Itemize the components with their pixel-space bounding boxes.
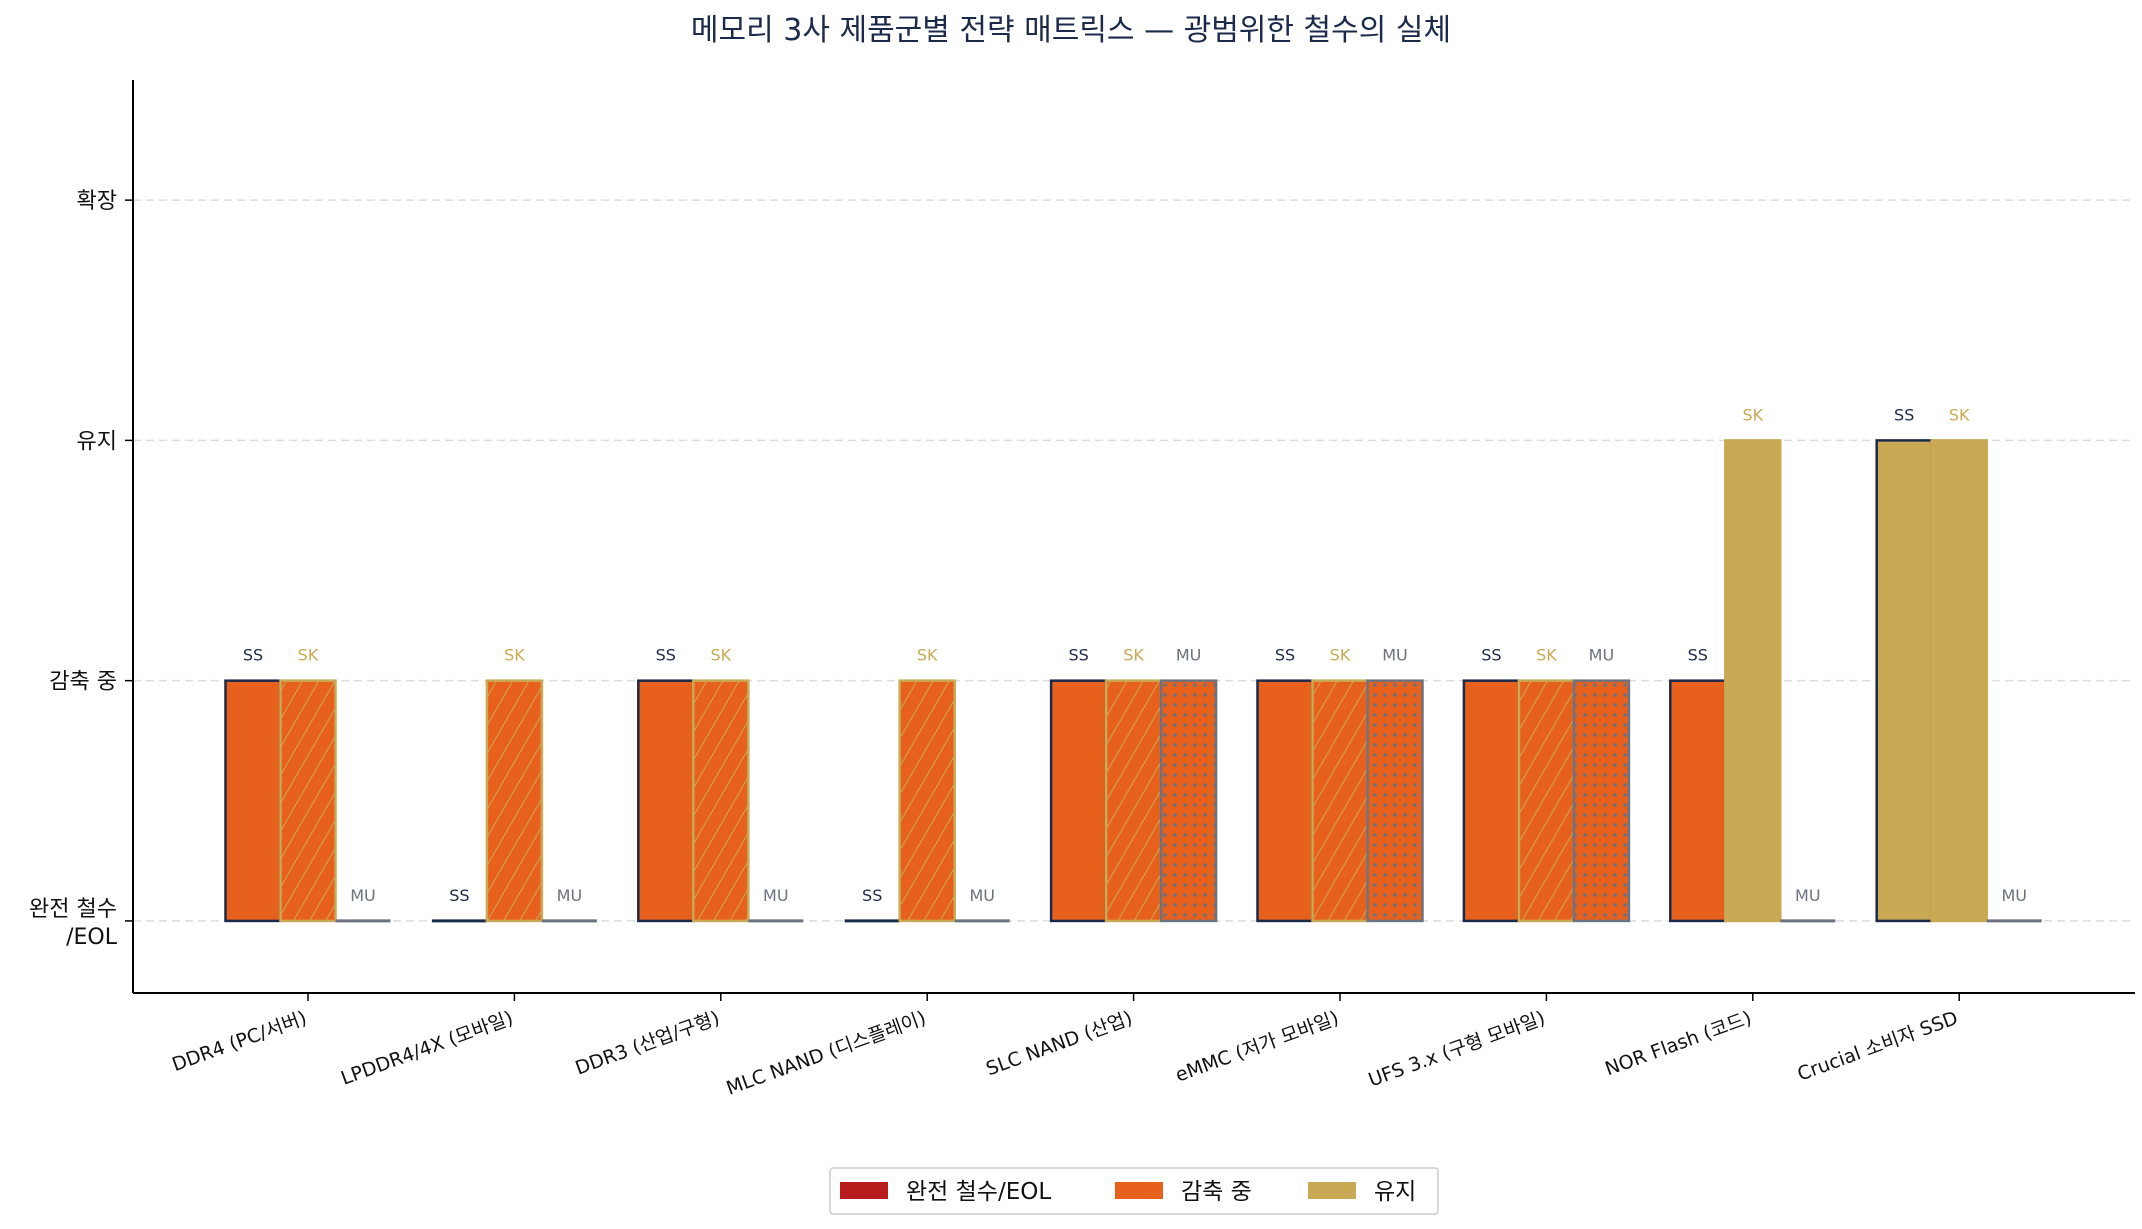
bar-label: MU	[969, 886, 995, 905]
bar-label: MU	[1589, 646, 1615, 665]
y-tick-label: 완전 철수/EOL	[29, 897, 118, 950]
bar-label: SS	[1068, 646, 1088, 665]
x-tick-label: MLC NAND (디스플레이)	[723, 1007, 928, 1100]
legend-label: 유지	[1374, 1179, 1416, 1205]
bar-hatch	[899, 680, 955, 921]
x-tick-label: UFS 3.x (구형 모바일)	[1366, 1007, 1549, 1091]
bar-ss	[1049, 679, 1108, 923]
bar-label: SK	[1742, 405, 1763, 424]
legend-label: 감축 중	[1181, 1179, 1252, 1205]
bar-label: SS	[1688, 646, 1708, 665]
x-tick-label: LPDDR4/4X (모바일)	[338, 1007, 516, 1090]
bar-label: SK	[1536, 646, 1557, 665]
bar-ss	[1669, 679, 1727, 923]
y-tick-label: 유지	[77, 429, 117, 454]
bar-hatch	[1725, 440, 1781, 921]
y-tick-label: 확장	[77, 189, 117, 214]
bar-label: SK	[1949, 405, 1970, 424]
bar-label: SK	[298, 646, 319, 665]
x-tick-label: Crucial 소비자 SSD	[1795, 1007, 1961, 1085]
x-tick-label: DDR3 (산업/구형)	[572, 1007, 722, 1080]
bar-ss	[1875, 439, 1933, 923]
bar-label: SK	[504, 646, 525, 665]
chart-title: 메모리 3사 제품군별 전략 매트릭스 — 광범위한 철수의 실체	[691, 13, 1451, 48]
legend-swatch	[1308, 1182, 1356, 1199]
legend-swatch	[1115, 1182, 1163, 1199]
bar-label: MU	[557, 886, 583, 905]
bar-label: SK	[1330, 646, 1351, 665]
bar-label: SS	[1275, 646, 1295, 665]
bar-label: SK	[917, 646, 938, 665]
bar-label: SS	[243, 646, 263, 665]
bar-ss	[637, 679, 695, 923]
bar-hatch	[280, 680, 336, 921]
bar-hatch	[1106, 680, 1162, 921]
bar-label: SS	[1481, 646, 1501, 665]
bar-hatch	[486, 680, 542, 921]
bar-label: MU	[763, 886, 789, 905]
bar-label: SS	[1894, 405, 1914, 424]
bar-label: SS	[656, 646, 676, 665]
bar-label: SK	[1123, 646, 1144, 665]
bar-label: SS	[862, 886, 882, 905]
bar-hatch	[1931, 440, 1987, 921]
bar-hatch	[1367, 680, 1423, 921]
bar-ss	[1462, 679, 1521, 923]
bar-hatch	[1312, 680, 1368, 921]
bar-label: SS	[449, 886, 469, 905]
bar-label: SK	[710, 646, 731, 665]
legend-swatch	[840, 1182, 888, 1199]
bar-label: MU	[1795, 886, 1821, 905]
bar-ss	[224, 679, 282, 923]
bar-hatch	[1161, 680, 1217, 921]
bar-hatch	[1573, 680, 1629, 921]
x-tick-label: DDR4 (PC/서버)	[169, 1007, 310, 1076]
x-tick-label: eMMC (저가 모바일)	[1173, 1007, 1342, 1087]
bar-hatch	[1518, 680, 1574, 921]
bar-label: MU	[1176, 646, 1202, 665]
bar-hatch	[693, 680, 749, 921]
legend: 완전 철수/EOL 감축 중 유지	[829, 1167, 1439, 1215]
bar-label: MU	[2001, 886, 2027, 905]
y-tick-label: 감축 중	[49, 670, 117, 695]
bar-ss	[1256, 679, 1314, 923]
bar-label: MU	[350, 886, 376, 905]
x-tick-label: SLC NAND (산업)	[983, 1007, 1135, 1080]
x-tick-label: NOR Flash (코드)	[1602, 1007, 1754, 1080]
bar-label: MU	[1382, 646, 1408, 665]
legend-label: 완전 철수/EOL	[906, 1179, 1051, 1205]
